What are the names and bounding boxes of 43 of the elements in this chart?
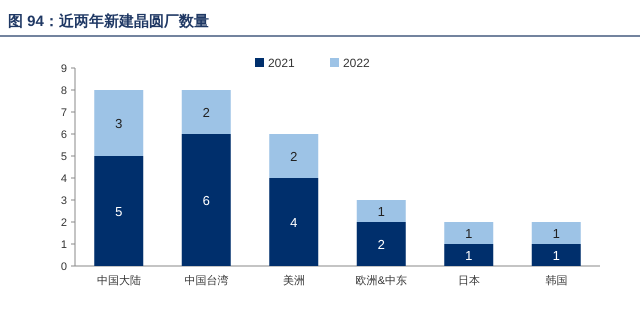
- y-tick-label: 0: [60, 261, 67, 273]
- data-label: 1: [465, 248, 472, 263]
- legend-label: 2022: [343, 56, 370, 70]
- bar: [269, 134, 318, 178]
- x-tick-label: 欧洲&中东: [356, 274, 407, 287]
- y-tick-label: 4: [60, 173, 67, 185]
- y-tick-label: 7: [60, 107, 67, 119]
- bar: [444, 222, 494, 244]
- data-label: 2: [290, 149, 298, 164]
- chart-title: 图 94：近两年新建晶圆厂数量: [8, 12, 209, 30]
- x-tick-label: 中国台湾: [184, 274, 228, 287]
- data-label: 6: [202, 193, 210, 208]
- data-label: 1: [465, 226, 472, 241]
- bar: [94, 90, 144, 156]
- data-label: 1: [552, 248, 560, 263]
- x-tick-label: 中国大陆: [96, 274, 141, 287]
- y-tick-label: 2: [60, 217, 67, 229]
- bar: [444, 244, 494, 266]
- bar: [356, 200, 406, 222]
- y-tick-label: 3: [60, 195, 67, 207]
- bar: [356, 222, 406, 266]
- y-tick-label: 8: [60, 85, 67, 97]
- data-label: 1: [552, 226, 560, 241]
- y-tick-label: 9: [60, 63, 67, 75]
- y-tick-label: 6: [60, 129, 67, 141]
- bar: [532, 222, 581, 244]
- legend-label: 2021: [268, 56, 296, 70]
- bar: [532, 244, 581, 266]
- data-label: 1: [378, 204, 385, 219]
- bar: [94, 156, 144, 266]
- x-tick-label: 韩国: [545, 274, 568, 287]
- data-label: 2: [202, 105, 210, 120]
- y-tick-label: 5: [60, 151, 67, 163]
- data-label: 4: [290, 215, 298, 230]
- bar: [182, 134, 231, 266]
- x-tick-label: 美洲: [282, 274, 305, 287]
- data-label: 2: [378, 237, 385, 252]
- data-label: 5: [115, 204, 122, 219]
- bar: [269, 178, 318, 266]
- x-tick-label: 日本: [458, 274, 480, 287]
- y-tick-label: 1: [60, 239, 67, 251]
- data-label: 3: [115, 116, 122, 131]
- bar: [182, 90, 231, 134]
